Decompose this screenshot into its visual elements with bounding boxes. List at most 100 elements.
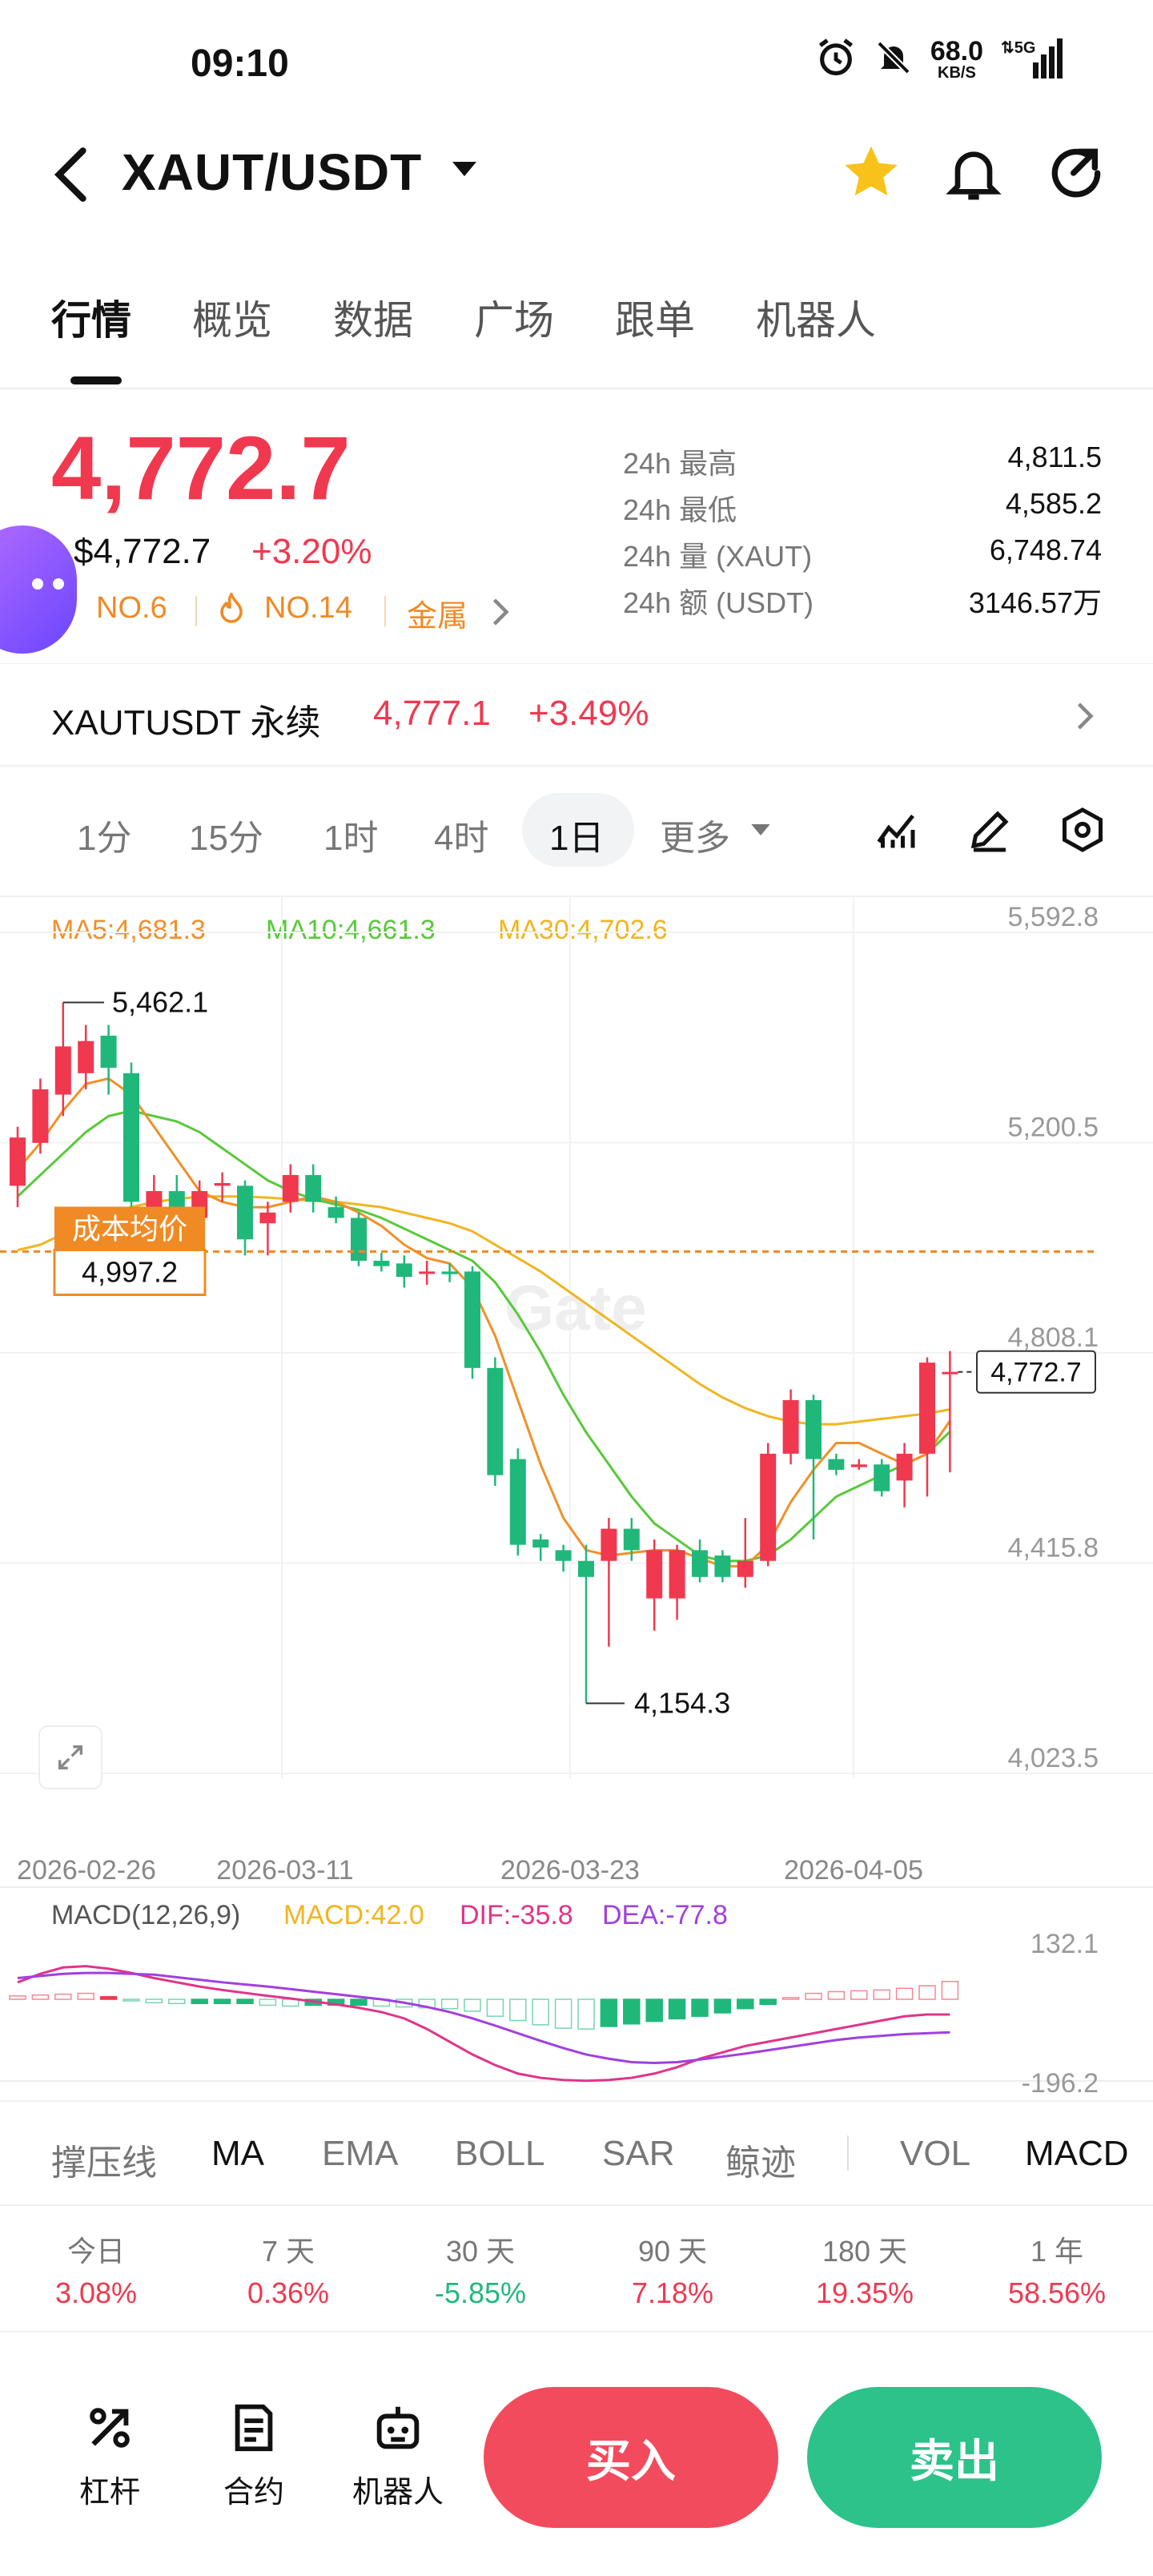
nav-leverage[interactable]: 杠杆 (42, 2400, 178, 2511)
mute-bell-icon (874, 38, 913, 80)
y-tick-label: 4,023.5 (1008, 1743, 1099, 1773)
rank-divider (195, 596, 197, 626)
interval-more[interactable]: 更多 (660, 819, 730, 858)
x-tick-label: 2026-02-26 (17, 1855, 156, 1886)
rank-badge-1[interactable]: NO.6 (96, 591, 167, 625)
status-icons: 68.0 KB/S ⇅5G (815, 37, 1065, 82)
dea-line (17, 1971, 950, 2065)
ma5-legend: MA5:4,681.3 (51, 915, 206, 945)
tab-copytrade[interactable]: 跟单 (615, 297, 695, 344)
svg-text:⇅5G: ⇅5G (1001, 39, 1035, 57)
tab-bot[interactable]: 机器人 (756, 297, 876, 344)
divider (0, 2100, 1153, 2102)
candle-body (464, 1271, 480, 1368)
macd-bar (737, 1998, 754, 2010)
performance-label: 180 天 (822, 2235, 908, 2268)
settings-hex-icon[interactable] (1059, 806, 1107, 857)
favorite-star-icon[interactable] (839, 141, 903, 208)
macd-bar (554, 1998, 572, 2029)
macd-bar (532, 1998, 549, 2026)
rank-badge-2[interactable]: NO.14 (264, 591, 352, 625)
indicator-icon[interactable] (873, 806, 921, 857)
ma5-line (16, 1077, 951, 1568)
macd-bar (623, 1998, 641, 2025)
pair-dropdown-icon[interactable] (450, 157, 479, 184)
bubble-eye (32, 578, 43, 590)
y-axis-ticks: 5,592.8 5,200.5 4,808.1 4,415.8 4,023.5 (1008, 902, 1099, 1773)
tab-market[interactable]: 行情 (51, 297, 131, 344)
main-tabs: 行情 概览 数据 广场 跟单 机器人 (0, 288, 1153, 384)
macd-bar (759, 1998, 777, 2006)
performance-label: 30 天 (445, 2235, 516, 2268)
perpetual-row[interactable]: XAUTUSDT 永续 4,777.1 +3.49% (0, 665, 1153, 764)
macd-bar (918, 1985, 936, 2000)
divider (0, 764, 1153, 767)
dif-line (17, 1965, 950, 2083)
candlestick-chart[interactable]: Gate 5,592.85,200.54,808.14,415.84,023.5… (0, 897, 1153, 2115)
macd-bar (668, 1998, 686, 2020)
macd-bar (9, 1995, 26, 2000)
tab-overview[interactable]: 概览 (192, 297, 272, 344)
back-arrow-icon (54, 147, 86, 202)
candle-body (509, 1459, 526, 1545)
stat-high-label: 24h 最高 (623, 447, 737, 480)
assistant-bubble[interactable] (0, 525, 77, 654)
indicator-macd[interactable]: MACD (1025, 2134, 1129, 2173)
robot-icon (376, 2406, 420, 2449)
interval-1d[interactable]: 1日 (549, 819, 605, 858)
current-price-tag (976, 1350, 1096, 1394)
candle-body (692, 1550, 708, 1577)
candle-body (896, 1453, 913, 1481)
tab-data[interactable]: 数据 (333, 297, 413, 344)
candle-body (532, 1539, 549, 1548)
share-icon[interactable] (1044, 141, 1108, 208)
chevron-right-icon[interactable] (490, 596, 511, 631)
category-tag[interactable]: 金属 (407, 600, 468, 634)
indicator-whale[interactable]: 鲸迹 (725, 2143, 796, 2183)
candle-body (10, 1137, 26, 1186)
current-price-label: 4,772.7 (990, 1358, 1081, 1388)
divider (0, 2331, 1153, 2332)
alert-bell-icon[interactable] (942, 141, 1006, 208)
candle-body (782, 1399, 799, 1454)
macd-y-bottom: -196.2 (1022, 2068, 1099, 2099)
macd-chart: 132.1 -196.2 (9, 1929, 1099, 2099)
draw-pen-icon[interactable] (966, 806, 1014, 857)
indicator-support[interactable]: 撑压线 (51, 2143, 157, 2183)
macd-bar (145, 1998, 163, 2004)
perpetual-price: 4,777.1 (373, 694, 491, 733)
candle-body (351, 1218, 367, 1262)
interval-1h[interactable]: 1时 (323, 819, 379, 858)
candle-body (123, 1073, 139, 1202)
nav-robot-label: 机器人 (352, 2474, 444, 2510)
sell-button[interactable]: 卖出 (807, 2387, 1102, 2528)
macd-bar (781, 1997, 800, 2000)
bubble-eye (53, 578, 64, 590)
performance-value: 3.08% (54, 2276, 138, 2309)
indicator-boll[interactable]: BOLL (455, 2134, 545, 2173)
tab-square[interactable]: 广场 (474, 297, 554, 344)
nav-contract[interactable]: 合约 (186, 2400, 322, 2511)
fullscreen-button[interactable] (38, 1725, 102, 1789)
more-dropdown-icon[interactable] (749, 820, 772, 843)
indicator-vol[interactable]: VOL (900, 2134, 971, 2173)
indicator-ma[interactable]: MA (211, 2134, 264, 2173)
interval-active-bg (522, 793, 634, 867)
indicator-sar[interactable]: SAR (602, 2134, 675, 2173)
nav-robot[interactable]: 机器人 (330, 2400, 466, 2511)
macd-bar (713, 1998, 732, 2014)
indicator-ema[interactable]: EMA (322, 2134, 399, 2173)
buy-button[interactable]: 买入 (484, 2387, 778, 2528)
interval-4h[interactable]: 4时 (434, 819, 489, 858)
x-tick-label: 2026-03-11 (216, 1855, 353, 1886)
nav-contract-label: 合约 (223, 2474, 284, 2510)
pair-title[interactable]: XAUT/USDT (122, 143, 423, 201)
candle-body (373, 1261, 390, 1266)
candle-body (259, 1212, 276, 1224)
performance-label: 1 年 (1030, 2235, 1084, 2268)
back-button[interactable] (50, 144, 94, 208)
fire-icon (218, 590, 245, 628)
interval-1m[interactable]: 1分 (77, 819, 132, 858)
divider (0, 663, 1153, 664)
interval-15m[interactable]: 15分 (189, 819, 263, 858)
